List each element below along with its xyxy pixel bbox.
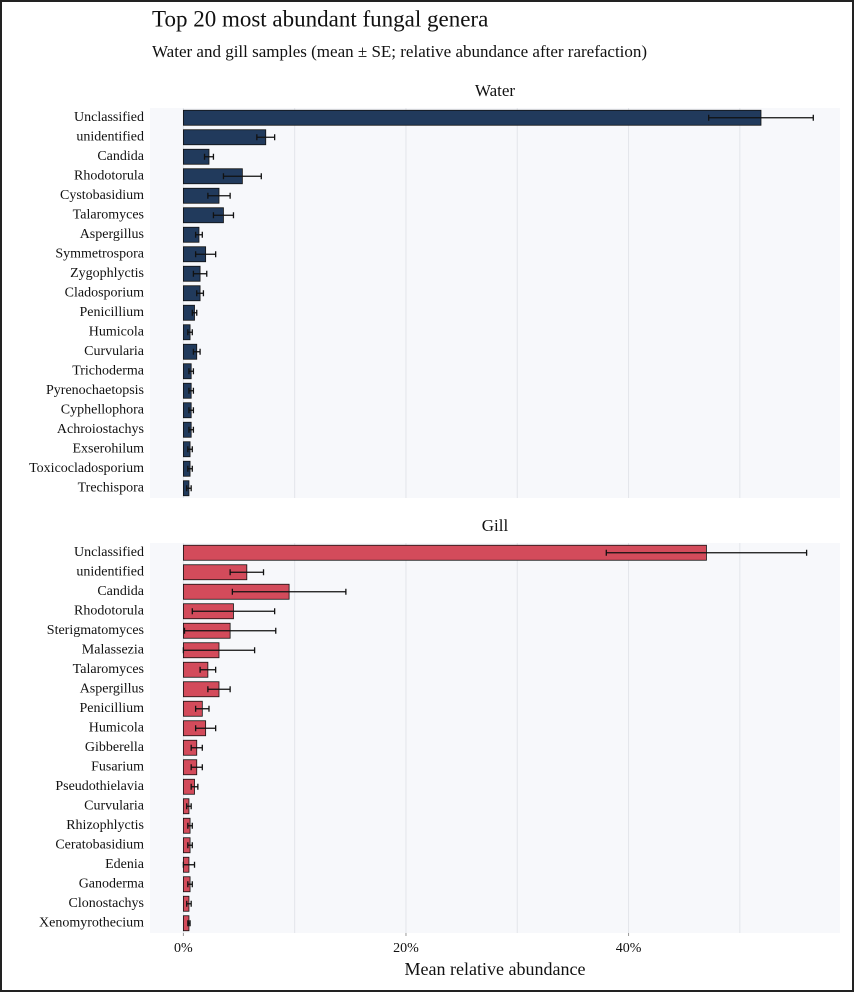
error-bar <box>190 783 199 790</box>
bar <box>182 129 267 146</box>
y-tick-label: Rhizophlyctis <box>66 818 144 833</box>
y-tick-label: Curvularia <box>84 344 145 359</box>
bar <box>182 109 762 126</box>
y-tick-label: Curvularia <box>84 798 145 813</box>
y-tick-label: Candida <box>97 584 144 599</box>
error-bar <box>207 192 231 199</box>
y-tick-label: unidentified <box>76 564 144 579</box>
panel-title: Gill <box>482 516 509 535</box>
y-tick-label: Clonostachys <box>69 896 144 911</box>
y-tick-label: Ceratobasidium <box>55 837 144 852</box>
error-bar <box>222 173 262 180</box>
y-tick-label: Talaromyces <box>73 207 144 222</box>
y-tick-label: Cyphellophora <box>61 402 145 417</box>
error-bar <box>186 900 192 907</box>
error-bar <box>187 920 191 927</box>
y-tick-label: Xenomyrothecium <box>39 915 144 930</box>
error-bar <box>186 485 192 492</box>
error-bar <box>605 549 808 556</box>
y-tick-label: Toxicocladosporium <box>29 461 144 476</box>
y-tick-label: Ganoderma <box>79 876 145 891</box>
error-bar <box>191 309 198 316</box>
y-tick-label: unidentified <box>76 129 144 144</box>
error-bar <box>187 842 193 849</box>
y-tick-label: Trechispora <box>78 480 145 495</box>
error-bar <box>194 231 203 238</box>
error-bar <box>187 446 193 453</box>
y-tick-label: Symmetrospora <box>55 246 144 261</box>
y-tick-label: Malassezia <box>82 642 145 657</box>
error-bar <box>256 134 276 141</box>
error-bar <box>191 608 276 615</box>
error-bar <box>190 744 203 751</box>
error-bar <box>182 861 196 868</box>
error-bar <box>231 588 347 595</box>
y-tick-label: Talaromyces <box>73 662 144 677</box>
error-bar <box>190 764 203 771</box>
x-axis-label: Mean relative abundance <box>405 959 586 979</box>
error-bar <box>212 212 235 219</box>
y-tick-label: Aspergillus <box>80 227 144 242</box>
error-bar <box>229 569 265 576</box>
x-tick-label: 40% <box>616 941 642 956</box>
y-tick-label: Rhodotorula <box>74 603 145 618</box>
error-bar <box>199 666 217 673</box>
panel-title: Water <box>475 81 515 100</box>
y-tick-label: Penicillium <box>79 305 144 320</box>
panel-background <box>150 543 840 933</box>
y-tick-label: Trichoderma <box>72 363 145 378</box>
y-tick-label: Pyrenochaetopsis <box>46 383 144 398</box>
y-tick-label: Gibberella <box>85 740 145 755</box>
error-bar <box>187 881 193 888</box>
y-tick-label: Penicillium <box>79 701 144 716</box>
y-tick-label: Humicola <box>89 720 145 735</box>
error-bar <box>194 251 217 258</box>
x-tick-label: 20% <box>393 941 419 956</box>
error-bar <box>203 153 215 160</box>
chart-subtitle: Water and gill samples (mean ± SE; relat… <box>152 42 647 61</box>
y-tick-label: Zygophlyctis <box>70 266 144 281</box>
error-bar <box>192 270 208 277</box>
error-bar <box>708 114 814 121</box>
y-tick-label: Pseudothielavia <box>55 779 144 794</box>
error-bar <box>187 822 193 829</box>
error-bar <box>188 426 195 433</box>
y-tick-label: Rhodotorula <box>74 168 145 183</box>
chart-title: Top 20 most abundant fungal genera <box>152 6 488 31</box>
error-bar <box>188 387 195 394</box>
y-tick-label: Aspergillus <box>80 681 144 696</box>
error-bar <box>183 627 277 634</box>
y-tick-label: Fusarium <box>91 759 144 774</box>
y-tick-label: Achroiostachys <box>57 422 144 437</box>
y-tick-label: Cladosporium <box>65 285 144 300</box>
y-tick-label: Humicola <box>89 324 145 339</box>
error-bar <box>207 686 231 693</box>
error-bar <box>192 348 201 355</box>
y-tick-label: Exserohilum <box>72 441 144 456</box>
panel-background <box>150 108 840 498</box>
error-bar <box>186 803 192 810</box>
y-tick-label: Unclassified <box>74 545 144 560</box>
error-bar <box>194 725 217 732</box>
y-tick-label: Edenia <box>105 857 145 872</box>
error-bar <box>188 407 195 414</box>
y-tick-label: Unclassified <box>74 110 144 125</box>
error-bar <box>196 290 205 297</box>
y-tick-label: Cystobasidium <box>60 188 144 203</box>
error-bar <box>188 368 195 375</box>
error-bar <box>194 705 210 712</box>
x-tick-label: 0% <box>174 941 193 956</box>
error-bar <box>182 647 256 654</box>
error-bar <box>187 465 193 472</box>
y-tick-label: Sterigmatomyces <box>47 623 144 638</box>
y-tick-label: Candida <box>97 149 144 164</box>
error-bar <box>187 329 193 336</box>
